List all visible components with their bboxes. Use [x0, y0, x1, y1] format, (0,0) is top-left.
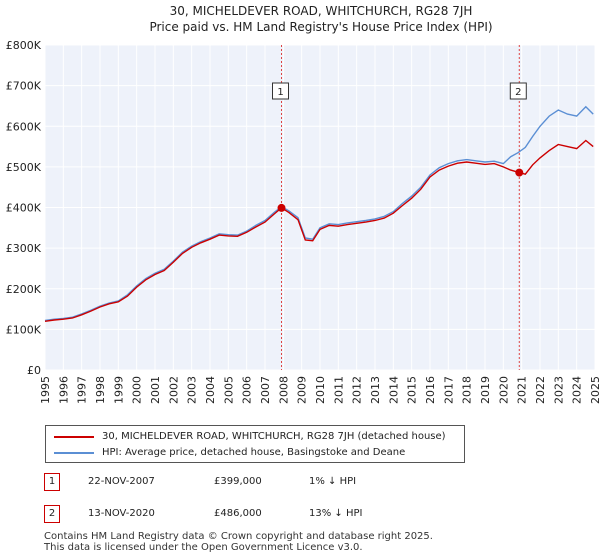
- hpi-line: [44, 105, 594, 322]
- y-tick-label: £800K: [6, 39, 42, 52]
- x-tick-label: 2020: [497, 376, 510, 404]
- x-tick-label: 2023: [552, 376, 565, 404]
- x-tick-label: 2003: [186, 376, 199, 404]
- x-tick-label: 1996: [57, 376, 70, 404]
- y-tick-label: £600K: [6, 120, 42, 133]
- legend-label-property: 30, MICHELDEVER ROAD, WHITCHURCH, RG28 7…: [102, 431, 446, 442]
- x-axis-labels: 1995 1996 1997 1998 1999 2000 2001 2002 2003 2004…: [39, 376, 600, 404]
- sale-label-box: [509, 82, 527, 100]
- y-tick-label: £400K: [6, 202, 42, 215]
- legend-swatch-hpi: [54, 452, 94, 454]
- legend: 30, MICHELDEVER ROAD, WHITCHURCH, RG28 7…: [45, 425, 465, 463]
- y-axis-labels: £0 £100K £200K £300K £400K £500K £600K £700K £80…: [6, 39, 42, 377]
- sale-label-number: 1: [277, 87, 283, 98]
- x-tick-label: 2012: [351, 376, 364, 404]
- x-tick-label: 1997: [76, 376, 89, 404]
- x-tick-label: 2009: [296, 376, 309, 404]
- footer-line-1: Contains HM Land Registry data © Crown c…: [44, 531, 433, 542]
- y-tick-label: £500K: [6, 161, 42, 174]
- footer-attribution: Contains HM Land Registry data © Crown c…: [44, 531, 433, 553]
- sale-date: 13-NOV-2020: [88, 508, 155, 519]
- y-tick-label: £100K: [6, 323, 42, 336]
- y-tick-label: £700K: [6, 80, 42, 93]
- sale-point: [277, 203, 286, 212]
- x-tick-label: 2005: [222, 376, 235, 404]
- x-tick-label: 2018: [461, 376, 474, 404]
- x-tick-label: 2019: [479, 376, 492, 404]
- price-chart: 30, MICHELDEVER ROAD, WHITCHURCH, RG28 7…: [6, 4, 600, 404]
- x-tick-label: 2006: [241, 376, 254, 404]
- x-tick-label: 2008: [277, 376, 290, 404]
- y-tick-label: £300K: [6, 242, 42, 255]
- legend-swatch-property: [54, 436, 94, 438]
- property-price-line: [44, 139, 594, 322]
- chart-subtitle: Price paid vs. HM Land Registry's House …: [149, 20, 492, 34]
- sale-label-number: 2: [515, 87, 521, 98]
- sale-date: 22-NOV-2007: [88, 476, 155, 487]
- x-tick-label: 2021: [516, 376, 529, 404]
- sale-number-badge: 1: [44, 473, 60, 491]
- sale-number-badge: 2: [44, 505, 60, 523]
- x-tick-label: 1999: [112, 376, 125, 404]
- y-tick-label: £0: [27, 364, 41, 377]
- sale-label-box: [272, 82, 289, 100]
- sale-price: £399,000: [214, 476, 262, 487]
- y-tick-label: £200K: [6, 283, 42, 296]
- x-tick-label: 2000: [131, 376, 144, 404]
- legend-label-hpi: HPI: Average price, detached house, Basi…: [102, 447, 406, 458]
- x-tick-label: 2014: [387, 376, 400, 404]
- x-tick-label: 2001: [149, 376, 162, 404]
- sale-hpi-diff: 1% ↓ HPI: [309, 476, 357, 487]
- x-tick-label: 2017: [442, 376, 455, 404]
- x-tick-label: 2016: [424, 376, 437, 404]
- x-tick-label: 2013: [369, 376, 382, 404]
- sale-price: £486,000: [214, 508, 262, 519]
- x-tick-label: 2004: [204, 376, 217, 404]
- series-lines: [44, 105, 594, 322]
- x-tick-label: 2002: [167, 376, 180, 404]
- x-tick-label: 2011: [332, 376, 345, 404]
- x-tick-label: 2025: [589, 376, 600, 404]
- chart-title: 30, MICHELDEVER ROAD, WHITCHURCH, RG28 7…: [170, 4, 473, 18]
- footer-line-2: This data is licensed under the Open Gov…: [44, 542, 363, 553]
- x-tick-label: 2007: [259, 376, 272, 404]
- x-tick-label: 2015: [406, 376, 419, 404]
- x-tick-label: 2010: [314, 376, 327, 404]
- sale-hpi-diff: 13% ↓ HPI: [309, 508, 363, 519]
- x-tick-label: 1995: [39, 376, 52, 404]
- x-tick-label: 2022: [534, 376, 547, 404]
- x-tick-label: 1998: [94, 376, 107, 404]
- x-tick-label: 2024: [571, 376, 584, 404]
- sale-point: [515, 168, 524, 177]
- grid-lines: [44, 44, 596, 371]
